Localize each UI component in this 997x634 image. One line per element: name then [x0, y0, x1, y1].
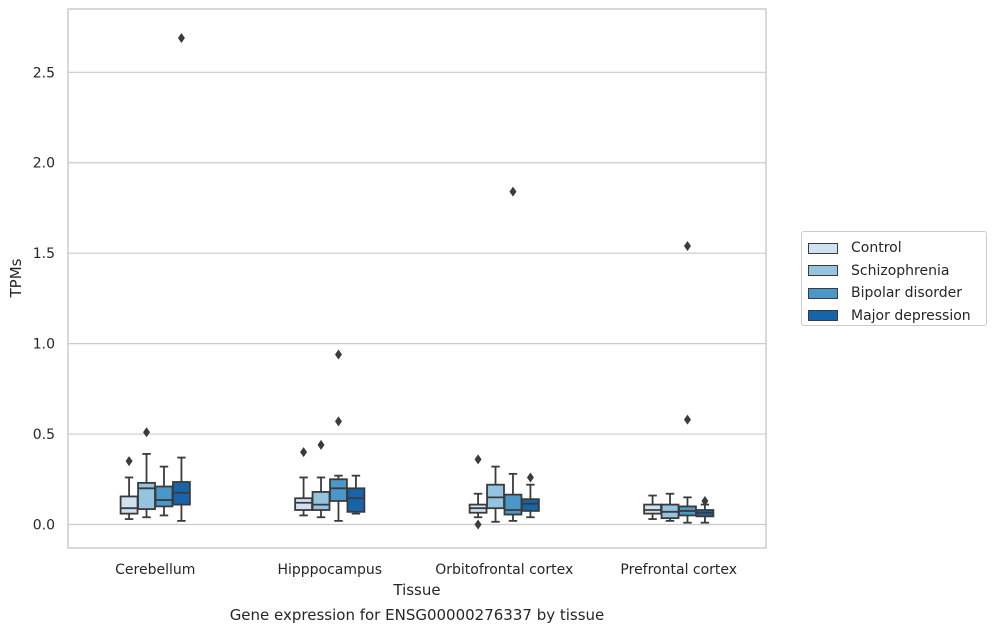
y-axis-ticks: 0.0 0.5 1.0 1.5 2.0 2.5	[33, 65, 55, 533]
legend-swatch	[808, 242, 838, 254]
box-body	[119, 495, 139, 515]
outlier-point	[474, 454, 482, 465]
legend-item: Major depression	[802, 305, 986, 328]
y-tick-label: 0.5	[33, 427, 55, 443]
plot-area-frame	[67, 8, 767, 549]
box-2-3	[678, 240, 697, 524]
outlier-point	[683, 414, 691, 425]
x-tick-label: Cerebellum	[115, 562, 195, 578]
outlier-point	[474, 519, 482, 530]
boxes	[119, 32, 715, 530]
y-tick-label: 1.5	[33, 246, 55, 262]
legend-label: Control	[851, 240, 902, 257]
y-tick-label: 2.0	[33, 156, 55, 172]
box-body	[346, 487, 366, 513]
box-body	[486, 483, 505, 510]
box-1-0	[137, 427, 156, 519]
legend-item: Bipolar disorder	[802, 282, 986, 305]
x-tick-label: Orbitofrontal cortex	[435, 562, 573, 578]
y-axis-label: TPMs	[7, 258, 25, 298]
box-body	[294, 497, 313, 511]
box-0-0	[119, 456, 139, 520]
outlier-point	[143, 427, 151, 438]
outlier-point	[334, 349, 342, 360]
x-axis-label: Tissue	[392, 581, 440, 599]
outlier-point	[509, 186, 517, 197]
x-axis-ticks: Cerebellum Hipppocampus Orbitofrontal cort…	[115, 562, 737, 578]
box-body	[311, 491, 331, 511]
figure-caption: Gene expression for ENSG00000276337 by t…	[229, 606, 605, 624]
box-1-1	[311, 439, 331, 519]
box-3-3	[695, 495, 715, 524]
legend-swatch	[808, 310, 838, 322]
box-3-1	[346, 474, 366, 515]
box-body	[521, 498, 540, 512]
outlier-point	[300, 447, 308, 458]
box-body	[503, 493, 523, 516]
legend-label: Bipolar disorder	[851, 285, 963, 302]
x-tick-label: Hipppocampus	[277, 562, 382, 578]
box-2-1	[329, 349, 348, 522]
box-1-3	[660, 492, 680, 522]
outlier-point	[334, 416, 342, 427]
box-3-0	[172, 32, 191, 522]
legend-item: Schizophrenia	[802, 260, 986, 283]
outlier-point	[317, 439, 325, 450]
legend-label: Major depression	[851, 307, 971, 324]
legend-label: Schizophrenia	[851, 262, 950, 279]
box-1-2	[486, 465, 505, 523]
outlier-point	[177, 32, 185, 43]
x-tick-label: Prefrontal cortex	[620, 562, 737, 578]
box-body	[154, 485, 174, 508]
outlier-point	[526, 472, 534, 483]
legend: Control Schizophrenia Bipolar disorder Majo…	[801, 231, 987, 326]
outlier-point	[683, 240, 691, 251]
y-tick-label: 2.5	[33, 65, 55, 81]
y-tick-label: 0.0	[33, 517, 55, 533]
box-body	[137, 481, 156, 511]
box-2-0	[154, 465, 174, 517]
legend-swatch	[808, 265, 838, 277]
box-3-2	[521, 472, 540, 519]
box-body	[643, 503, 662, 515]
gridlines	[68, 71, 766, 526]
legend-swatch	[808, 287, 838, 299]
box-0-3	[643, 494, 662, 520]
y-tick-label: 1.0	[33, 337, 55, 353]
box-0-1	[294, 447, 313, 517]
outlier-point	[701, 495, 709, 506]
box-2-2	[503, 186, 523, 522]
outlier-point	[125, 456, 133, 467]
legend-item: Control	[802, 237, 986, 260]
box-body	[329, 478, 348, 502]
box-0-2	[468, 454, 488, 530]
